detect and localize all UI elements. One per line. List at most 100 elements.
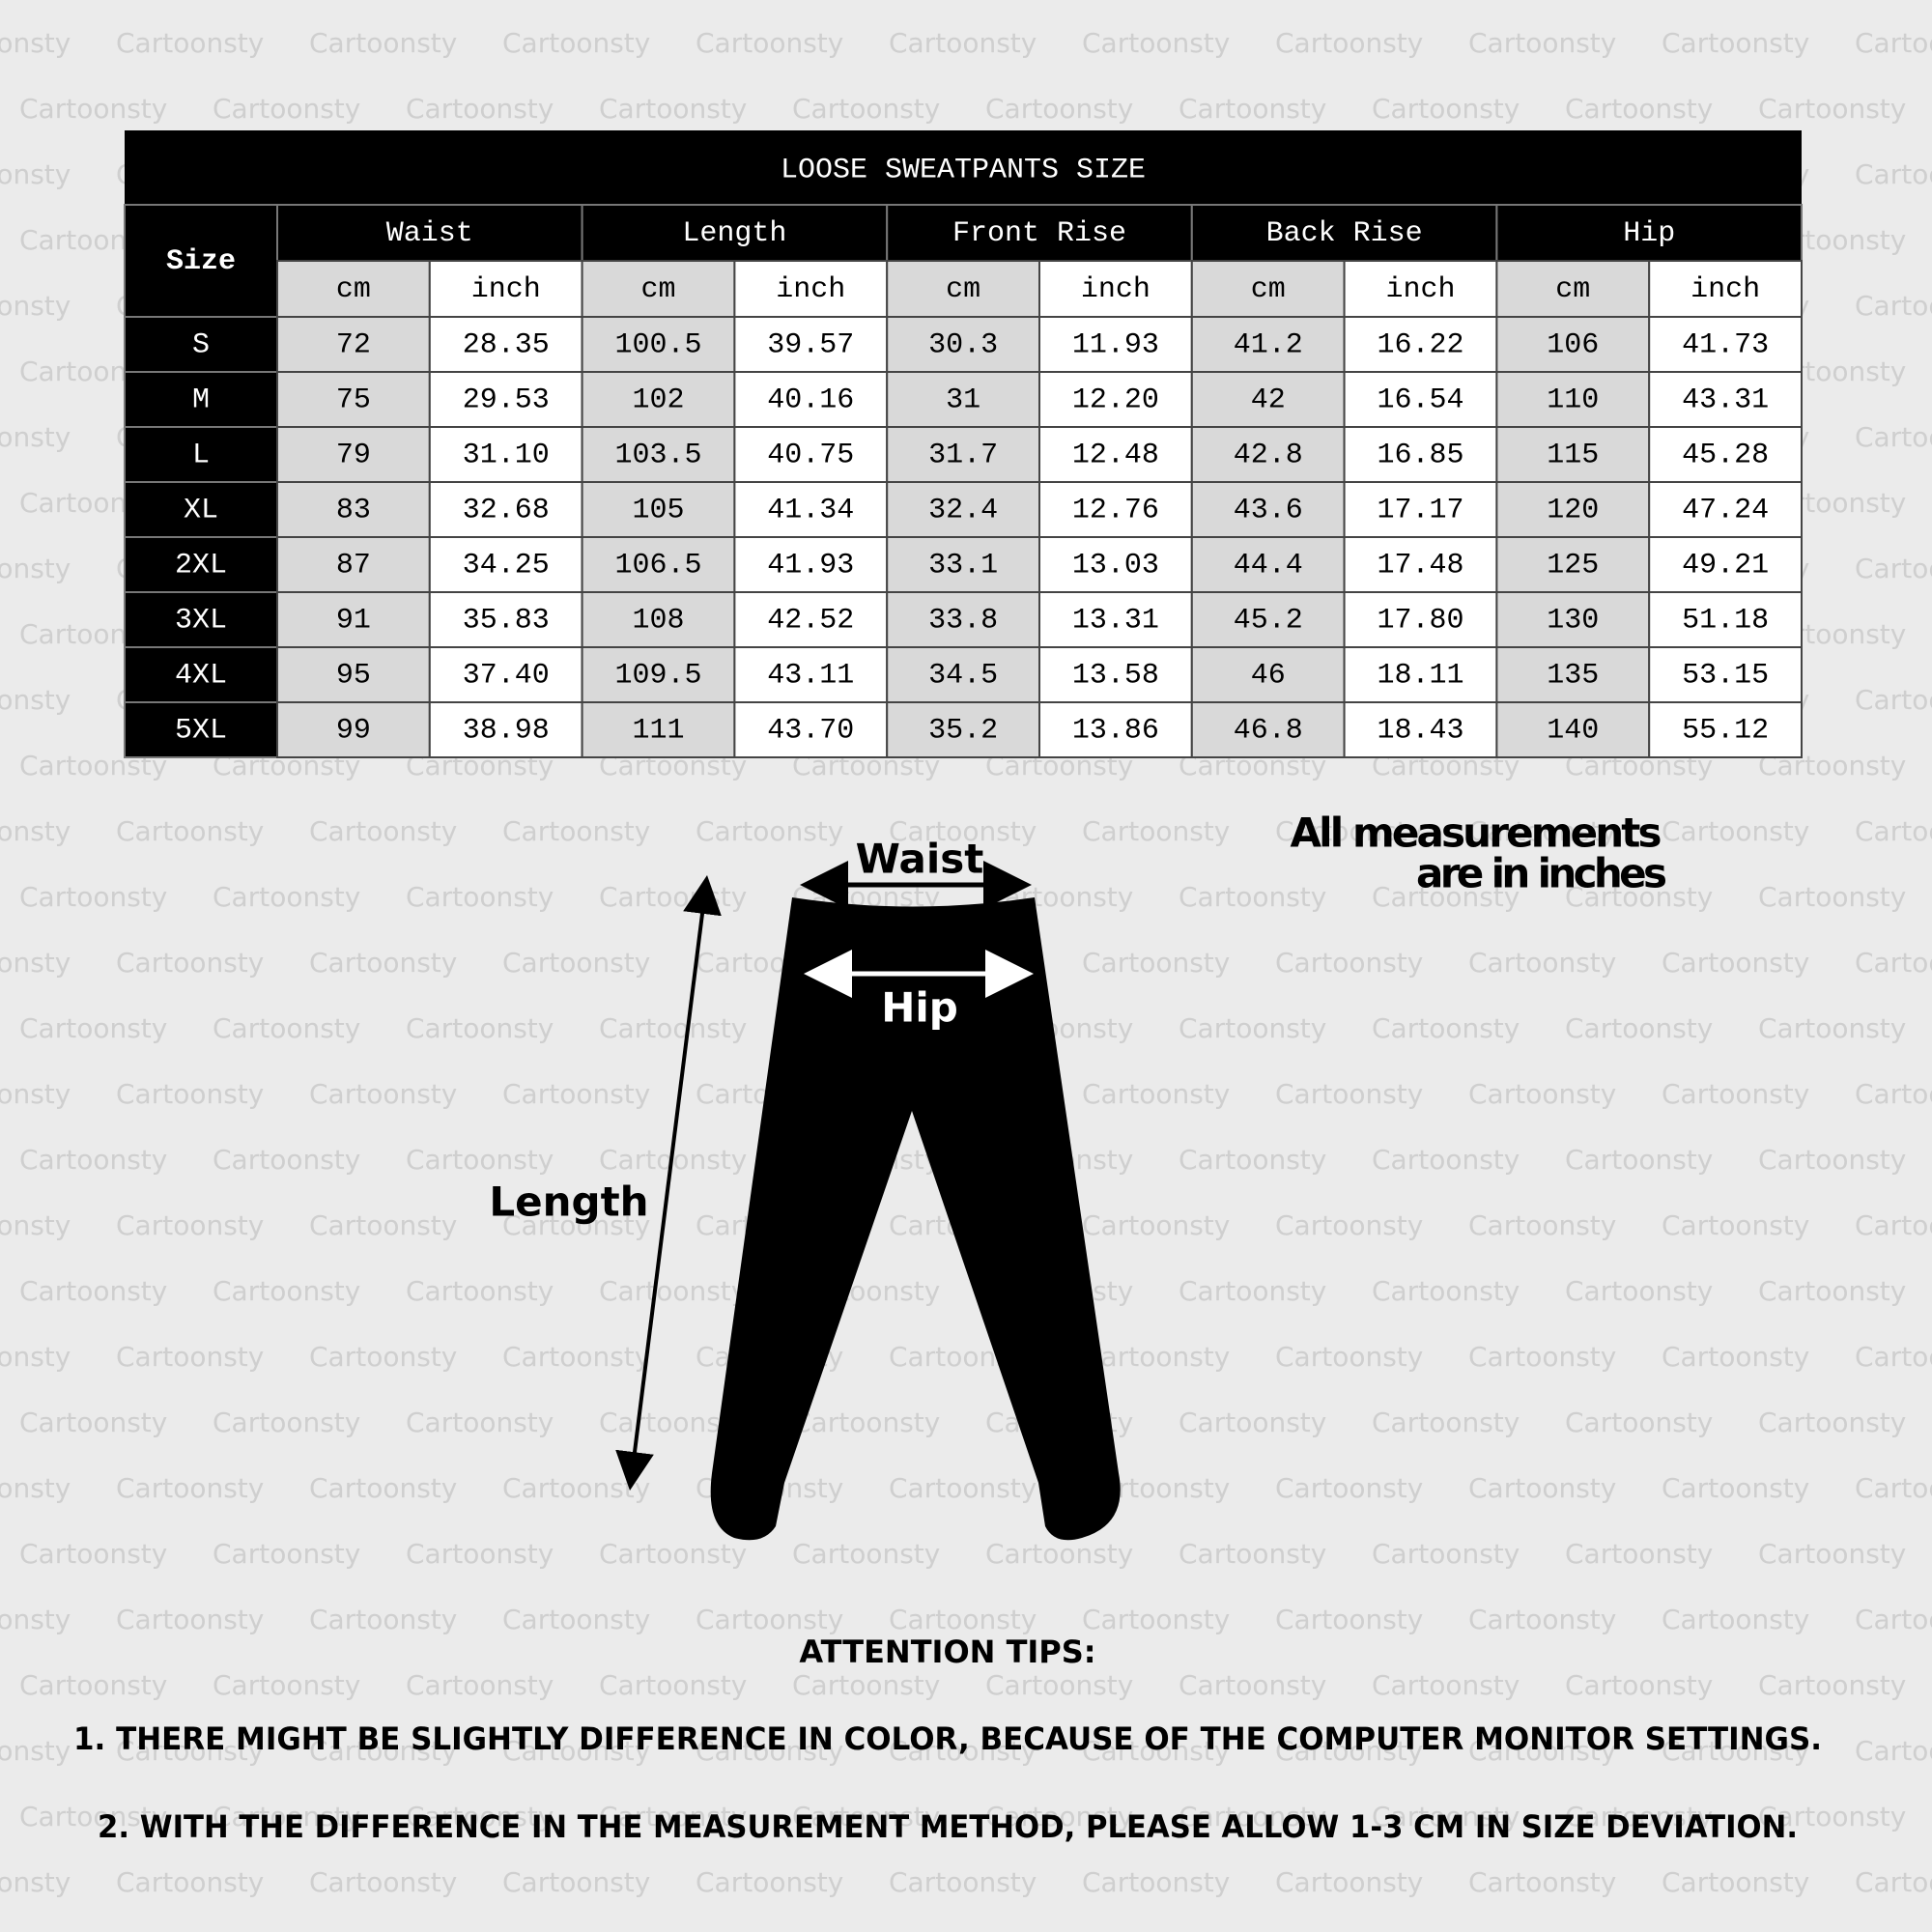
watermark: Cartoonsty [309, 1735, 457, 1767]
value-cell [886, 316, 1041, 373]
value-cell [733, 701, 889, 758]
watermark: Cartoonsty [116, 947, 264, 979]
watermark: Cartoonsty [1855, 1735, 1932, 1767]
unit-header: inch [1081, 273, 1151, 306]
watermark: Cartoonsty [599, 1801, 747, 1833]
value-cell [1190, 371, 1346, 428]
value: 106.5 [614, 549, 701, 582]
watermark: Cartoonsty [1468, 1209, 1616, 1241]
watermark: Cartoonsty [213, 1406, 360, 1438]
unit-cell [1648, 260, 1803, 318]
value-cell [1648, 646, 1803, 703]
watermark: Cartoonsty [19, 1012, 167, 1044]
value-cell [276, 481, 431, 538]
value-cell [733, 481, 889, 538]
value: 115 [1547, 439, 1599, 471]
value-cell [1495, 481, 1651, 538]
watermark: Cartoonsty [1758, 93, 1906, 125]
watermark: Cartoonsty [985, 1669, 1133, 1701]
watermark: Cartoonsty [1468, 1472, 1616, 1504]
watermark: Cartoonsty [1855, 1472, 1932, 1504]
group-header-cell [1495, 204, 1804, 262]
watermark: Cartoonsty [309, 1078, 457, 1110]
value: 135 [1547, 659, 1599, 692]
value-cell [1343, 426, 1498, 483]
watermark: Cartoonsty [116, 1078, 264, 1110]
value: 34.25 [463, 549, 550, 582]
watermark: Cartoonsty [1758, 1538, 1906, 1570]
watermark: Cartoonsty [213, 1275, 360, 1307]
watermark: Cartoonsty [1662, 1078, 1809, 1110]
watermark: Cartoonsty [985, 1538, 1133, 1570]
size-label: XL [184, 494, 218, 526]
value: 16.85 [1377, 439, 1463, 471]
watermark: Cartoonsty [1662, 815, 1809, 847]
value: 108 [632, 604, 684, 637]
watermark: Cartoonsty [406, 93, 554, 125]
watermark: Cartoonsty [599, 1275, 747, 1307]
unit-cell [1038, 260, 1193, 318]
value: 41.73 [1682, 328, 1769, 361]
watermark: Cartoonsty [1179, 1275, 1326, 1307]
value-cell [581, 701, 736, 758]
value-cell [1648, 481, 1803, 538]
value: 140 [1547, 714, 1599, 747]
value: 105 [632, 494, 684, 526]
watermark: Cartoonsty [406, 1012, 554, 1044]
watermark: Cartoonsty [502, 1866, 650, 1898]
watermark: Cartoonsty [696, 815, 843, 847]
watermark: Cartoonsty [406, 1406, 554, 1438]
watermark: Cartoonsty [1855, 1078, 1932, 1110]
value-cell [1190, 481, 1346, 538]
watermark: Cartoonsty [1275, 947, 1423, 979]
watermark: Cartoonsty [1758, 1406, 1906, 1438]
value: 130 [1547, 604, 1599, 637]
tip-item: 1. THERE MIGHT BE SLIGHTLY DIFFERENCE IN… [73, 1720, 1822, 1757]
watermark: Cartoonsty [889, 27, 1037, 59]
value: 12.48 [1072, 439, 1159, 471]
value-cell [1648, 701, 1803, 758]
value: 43.31 [1682, 384, 1769, 416]
value-cell [1343, 646, 1498, 703]
watermark: Cartoonsty [1855, 947, 1932, 979]
watermark: Cartoonsty [0, 1604, 71, 1635]
value-cell [428, 646, 583, 703]
watermark: Cartoonsty [1468, 1866, 1616, 1898]
value: 109.5 [614, 659, 701, 692]
watermark: Cartoonsty [0, 421, 71, 453]
watermark: Cartoonsty [1565, 1406, 1713, 1438]
watermark: Cartoonsty [792, 1801, 940, 1833]
watermark: Cartoonsty [0, 158, 71, 190]
watermark: Cartoonsty [1662, 1472, 1809, 1504]
value-cell [1038, 316, 1193, 373]
group-header-cell [1190, 204, 1498, 262]
size-cell [124, 426, 278, 483]
watermark: Cartoonsty [19, 1144, 167, 1176]
tips-heading: ATTENTION TIPS: [799, 1634, 1095, 1670]
watermark: Cartoonsty [19, 1275, 167, 1307]
watermark: Cartoonsty [406, 881, 554, 913]
unit-header: cm [640, 273, 675, 306]
watermark: Cartoonsty [599, 881, 747, 913]
watermark: Cartoonsty [1179, 881, 1326, 913]
watermark: Cartoonsty [19, 1538, 167, 1570]
watermark: Cartoonsty [1662, 1209, 1809, 1241]
group-header-cell [276, 204, 583, 262]
value: 18.43 [1377, 714, 1463, 747]
watermark: Cartoonsty [1855, 1209, 1932, 1241]
watermark: Cartoonsty [1855, 290, 1932, 322]
watermark: Cartoonsty [406, 1801, 554, 1833]
value-cell [1495, 536, 1651, 593]
unit-cell [733, 260, 889, 318]
watermark: Cartoonsty [1565, 881, 1713, 913]
value-cell [1038, 591, 1193, 648]
unit-header: inch [1690, 273, 1760, 306]
watermark: Cartoonsty [0, 1866, 71, 1898]
watermark: Cartoonsty [0, 553, 71, 584]
unit-header: cm [336, 273, 371, 306]
watermark: Cartoonsty [1082, 1078, 1230, 1110]
length-arrow [615, 875, 722, 1491]
title-bar [125, 130, 1802, 205]
